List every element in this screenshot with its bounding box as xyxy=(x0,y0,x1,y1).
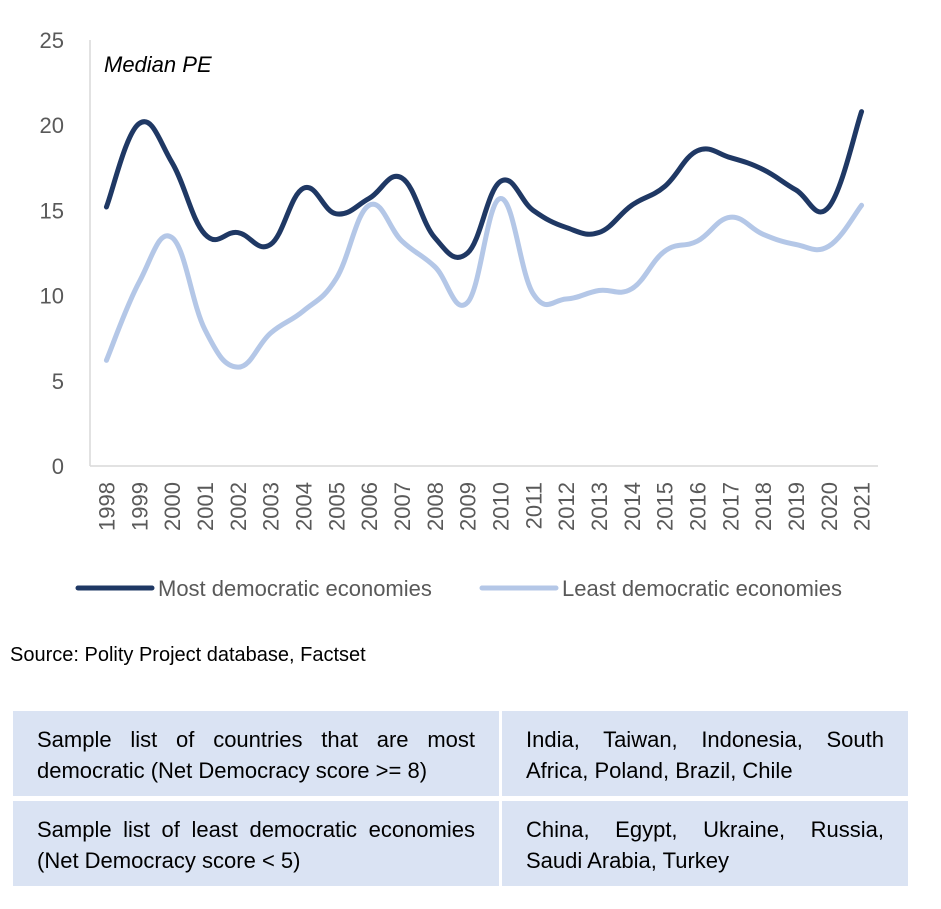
x-tick-label: 2001 xyxy=(193,482,218,531)
y-tick-label: 25 xyxy=(40,28,64,53)
x-tick-label: 2009 xyxy=(456,482,481,531)
source-note: Source: Polity Project database, Factset xyxy=(10,644,366,666)
x-tick-label: 1999 xyxy=(127,482,152,531)
x-tick-label: 2003 xyxy=(259,482,284,531)
table-row: Sample list of countries that are most d… xyxy=(13,711,908,796)
table-cell-countries: India, Taiwan, Indonesia, South Africa, … xyxy=(502,711,908,796)
x-tick-label: 2018 xyxy=(751,482,776,531)
x-tick-label: 2002 xyxy=(226,482,251,531)
table-row: Sample list of least democratic economie… xyxy=(13,801,908,886)
x-tick-label: 2016 xyxy=(685,482,710,531)
line-chart: 0 5 10 15 20 25 1998 1999 2000 2001 2002 2003 2004 2… xyxy=(40,28,878,601)
x-tick-label: 2020 xyxy=(817,482,842,531)
table-cell-category: Sample list of least democratic economie… xyxy=(13,801,499,886)
y-tick-label: 0 xyxy=(52,454,64,479)
series-lines xyxy=(103,109,865,370)
y-tick-label: 5 xyxy=(52,369,64,394)
series-line-most-democratic xyxy=(103,109,865,260)
chart-axes xyxy=(89,40,878,467)
x-tick-label: 2017 xyxy=(718,482,743,531)
country-sample-table: Sample list of countries that are most d… xyxy=(10,706,911,891)
legend-label-most-democratic: Most democratic economies xyxy=(158,576,432,601)
y-tick-label: 10 xyxy=(40,284,64,309)
x-tick-label: 2004 xyxy=(291,482,316,531)
series-line-least-democratic xyxy=(103,195,865,370)
x-tick-label: 2000 xyxy=(160,482,185,531)
x-tick-label: 2012 xyxy=(554,482,579,531)
x-tick-label: 2010 xyxy=(488,482,513,531)
x-tick-label: 2019 xyxy=(784,482,809,531)
y-axis-ticks: 0 5 10 15 20 25 xyxy=(40,28,64,479)
x-tick-label: 2013 xyxy=(587,482,612,531)
y-tick-label: 15 xyxy=(40,198,64,223)
chart-legend: Most democratic economies Least democrat… xyxy=(75,576,842,601)
x-axis-ticks: 1998 1999 2000 2001 2002 2003 2004 2005 2006 2007… xyxy=(94,482,874,531)
x-tick-label: 2008 xyxy=(423,482,448,531)
x-tick-label: 2005 xyxy=(324,482,349,531)
table-cell-category: Sample list of countries that are most d… xyxy=(13,711,499,796)
x-tick-label: 2015 xyxy=(653,482,678,531)
x-tick-label: 2007 xyxy=(390,482,415,531)
legend-label-least-democratic: Least democratic economies xyxy=(562,576,842,601)
x-tick-label: 2014 xyxy=(620,482,645,531)
x-tick-label: 2011 xyxy=(521,482,546,529)
x-tick-label: 2021 xyxy=(850,482,875,531)
y-tick-label: 20 xyxy=(40,113,64,138)
x-tick-label: 2006 xyxy=(357,482,382,531)
table-cell-countries: China, Egypt, Ukraine, Russia, Saudi Ara… xyxy=(502,801,908,886)
x-tick-label: 1998 xyxy=(94,482,119,531)
chart-title: Median PE xyxy=(104,52,212,77)
